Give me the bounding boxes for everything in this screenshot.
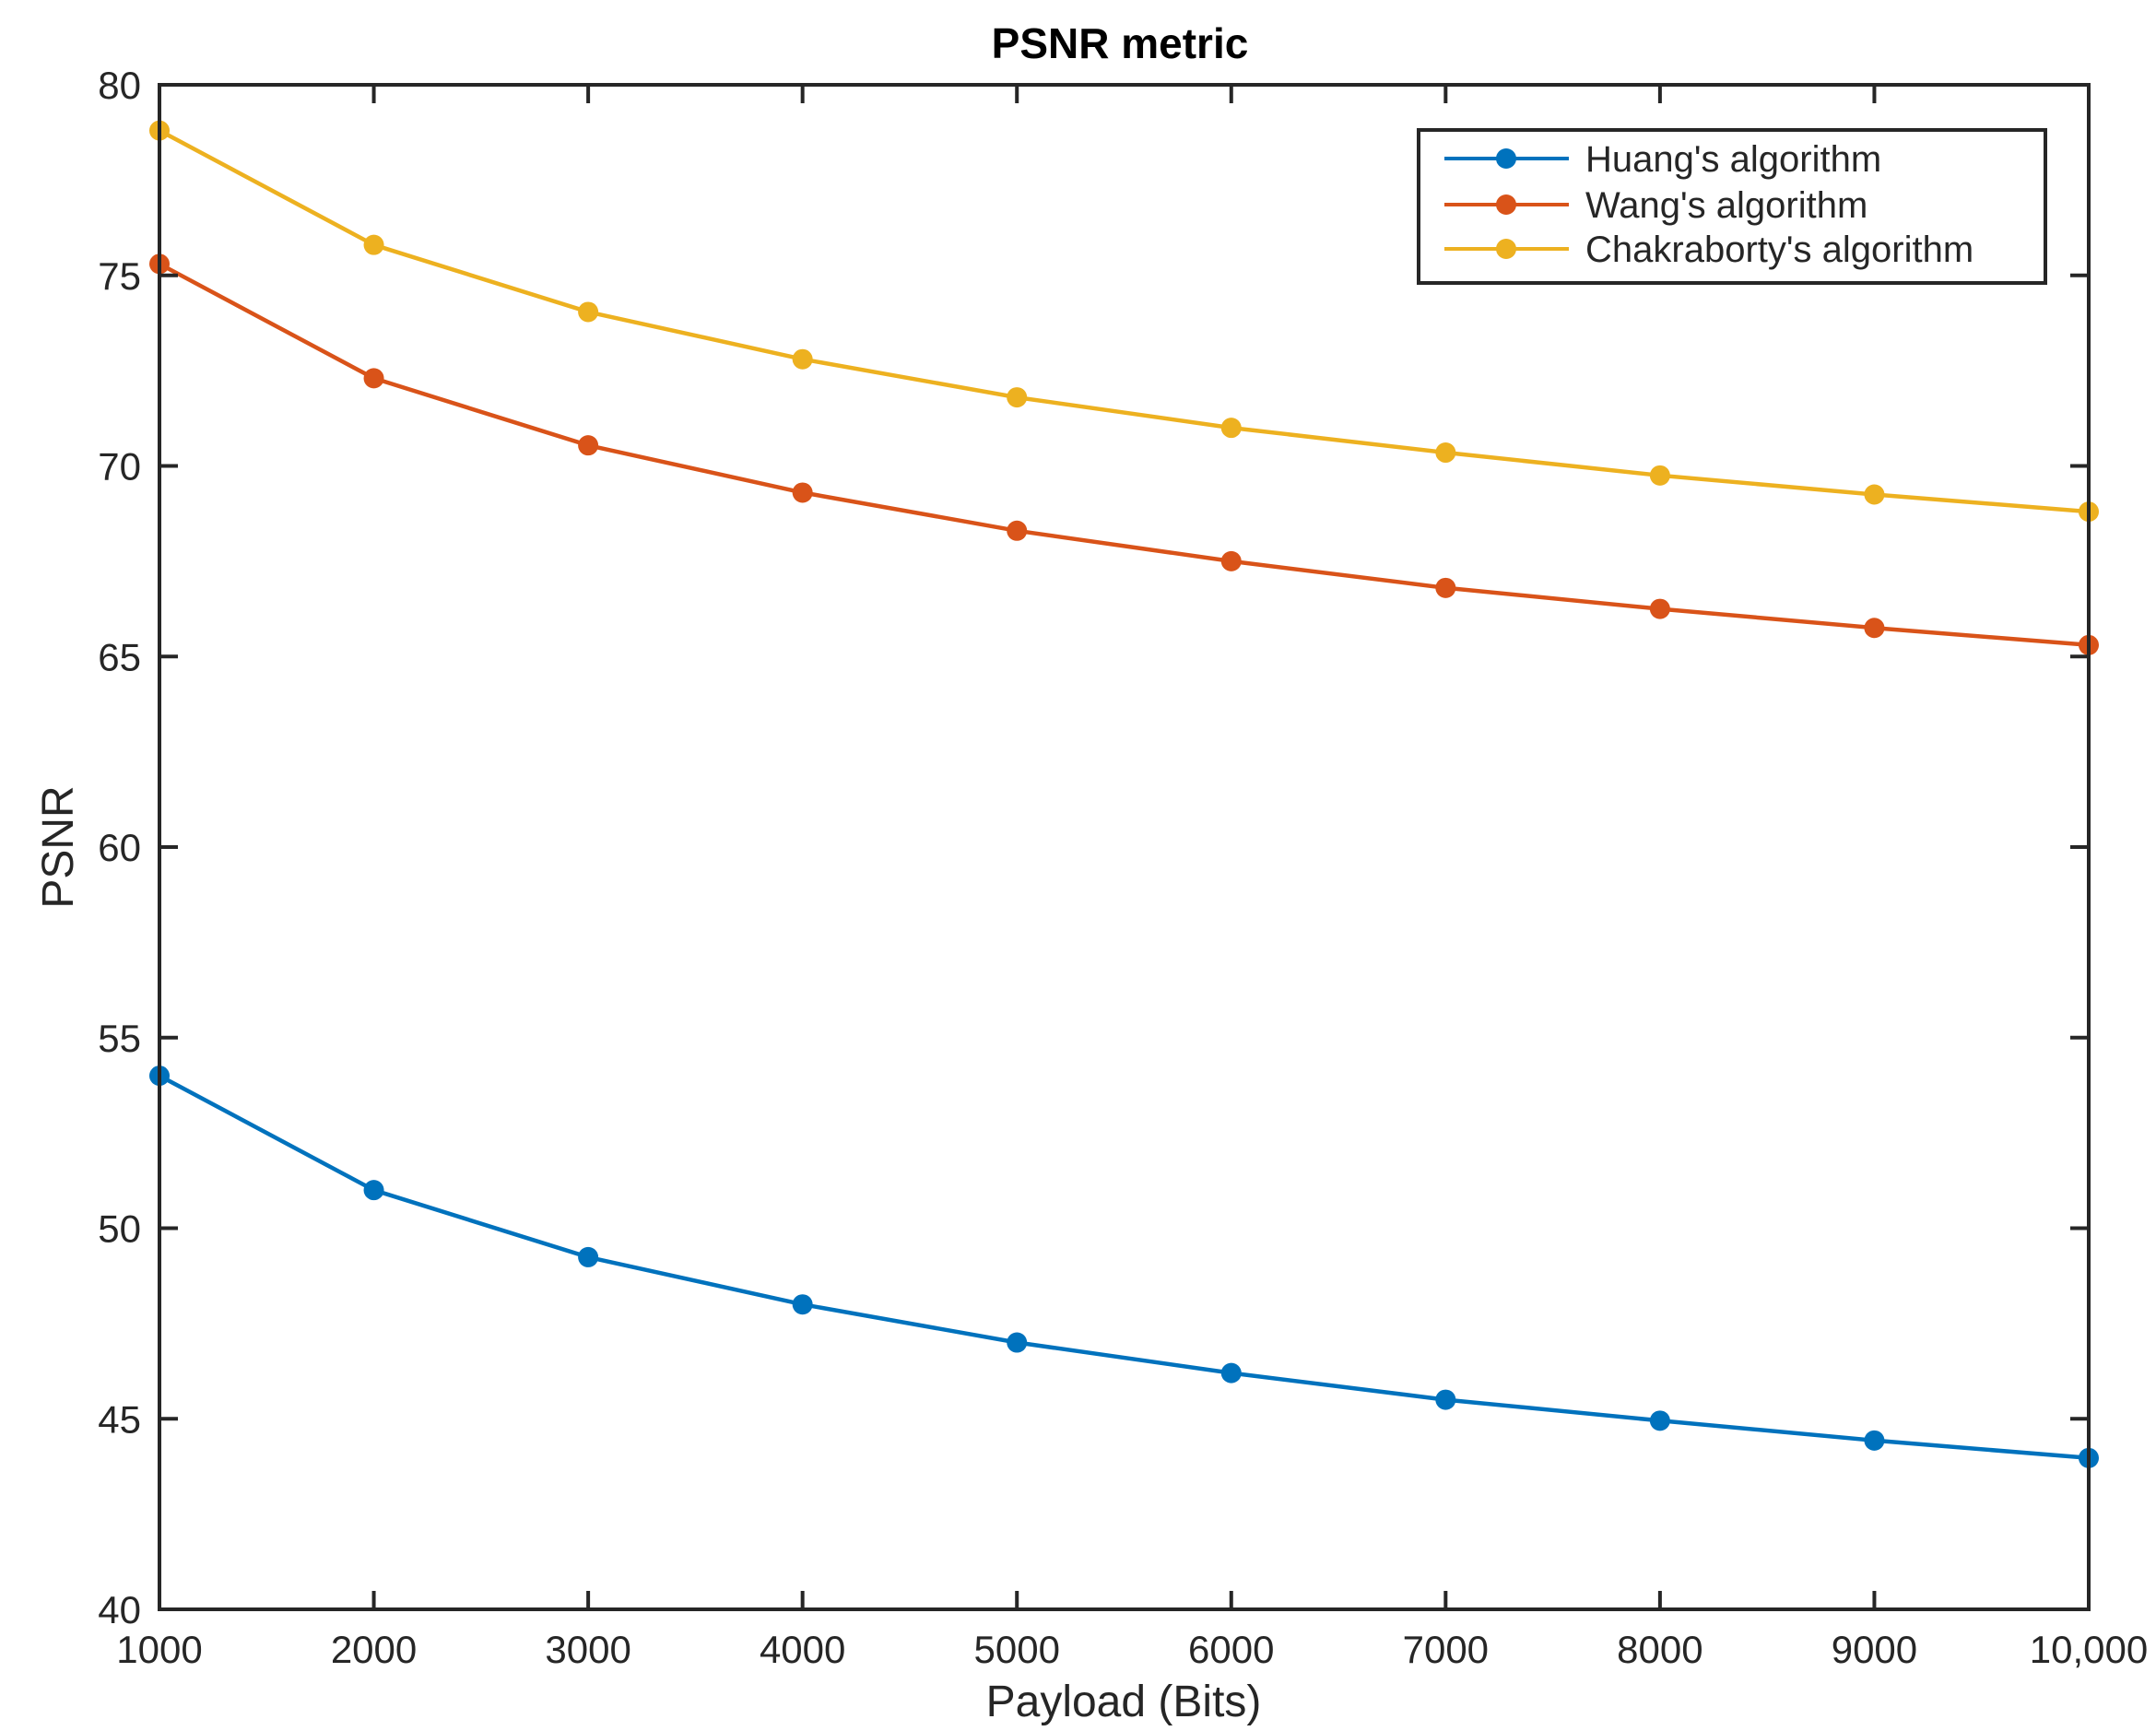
x-tick-label: 2000 — [331, 1628, 417, 1671]
data-point — [1435, 442, 1456, 464]
plot-frame — [158, 83, 2091, 1611]
x-tick-label: 7000 — [1403, 1628, 1489, 1671]
y-tick-label: 50 — [98, 1207, 141, 1251]
y-tick-label: 70 — [98, 445, 141, 489]
data-point — [1649, 598, 1670, 619]
legend-label-huang: Huang's algorithm — [1585, 139, 1881, 180]
legend-label-chakraborty: Chakraborty's algorithm — [1585, 230, 1973, 270]
data-point — [1220, 550, 1242, 571]
x-tick-label: 10,000 — [2030, 1628, 2148, 1671]
series-2 — [149, 120, 2099, 523]
data-point — [363, 234, 384, 255]
x-axis-title: Payload (Bits) — [986, 1678, 1262, 1726]
y-tick-label: 80 — [98, 64, 141, 107]
legend-label-wang: Wang's algorithm — [1585, 185, 1867, 226]
x-tick-label: 8000 — [1617, 1628, 1702, 1671]
data-point — [578, 1246, 599, 1267]
y-tick-label: 55 — [98, 1017, 141, 1060]
data-point — [578, 301, 599, 323]
data-point — [1864, 484, 1885, 505]
series-layer — [149, 120, 2099, 1468]
y-axis-title: PSNR — [34, 785, 83, 908]
data-point — [578, 435, 599, 456]
data-point — [1220, 1362, 1242, 1384]
series-line — [158, 262, 2090, 648]
data-point — [1864, 1430, 1885, 1451]
data-point — [1007, 520, 1028, 541]
data-point — [1435, 577, 1456, 598]
data-point — [792, 482, 813, 503]
legend-marker-huang — [1496, 148, 1516, 169]
legend-marker-chakraborty — [1496, 239, 1516, 259]
data-point — [1435, 1389, 1456, 1410]
legend-entry-wang: Wang's algorithm — [1444, 185, 1867, 226]
data-point — [1007, 1332, 1028, 1353]
y-tick-label: 45 — [98, 1397, 141, 1441]
legend-marker-wang — [1496, 194, 1516, 215]
legend-entry-huang: Huang's algorithm — [1444, 139, 1881, 180]
legend: Huang's algorithm Wang's algorithm Chakr… — [1417, 128, 2047, 285]
x-tick-label: 5000 — [974, 1628, 1060, 1671]
x-tick-label: 1000 — [116, 1628, 202, 1671]
y-tick-label: 65 — [98, 635, 141, 678]
x-tick-label: 9000 — [1832, 1628, 1917, 1671]
data-point — [363, 1180, 384, 1201]
data-point — [1864, 618, 1885, 639]
x-tick-label: 4000 — [760, 1628, 845, 1671]
data-point — [363, 368, 384, 389]
legend-entry-chakraborty: Chakraborty's algorithm — [1444, 230, 1973, 270]
data-point — [1220, 418, 1242, 439]
y-tick-label: 40 — [98, 1588, 141, 1631]
data-point — [1649, 465, 1670, 486]
series-line — [158, 1074, 2090, 1461]
ticks-layer: 1000 2000 3000 4000 5000 6000 7000 8000 9000 10,0… — [98, 64, 2148, 1671]
series-line — [158, 128, 2090, 514]
data-point — [792, 348, 813, 370]
series-0 — [149, 1066, 2099, 1468]
y-tick-label: 60 — [98, 826, 141, 869]
data-point — [1007, 387, 1028, 408]
x-tick-label: 6000 — [1188, 1628, 1274, 1671]
x-tick-label: 3000 — [545, 1628, 630, 1671]
data-point — [1649, 1410, 1670, 1431]
chart-title: PSNR metric — [992, 19, 1249, 67]
y-tick-label: 75 — [98, 254, 141, 298]
data-point — [792, 1294, 813, 1315]
